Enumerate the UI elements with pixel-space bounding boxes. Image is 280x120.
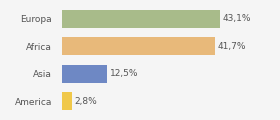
- Bar: [62, 65, 108, 83]
- Text: 41,7%: 41,7%: [218, 42, 246, 51]
- Text: 12,5%: 12,5%: [110, 69, 139, 78]
- Bar: [62, 37, 214, 55]
- Bar: [62, 92, 72, 110]
- Bar: [62, 10, 220, 28]
- Text: 43,1%: 43,1%: [223, 14, 251, 23]
- Text: 2,8%: 2,8%: [75, 97, 97, 106]
